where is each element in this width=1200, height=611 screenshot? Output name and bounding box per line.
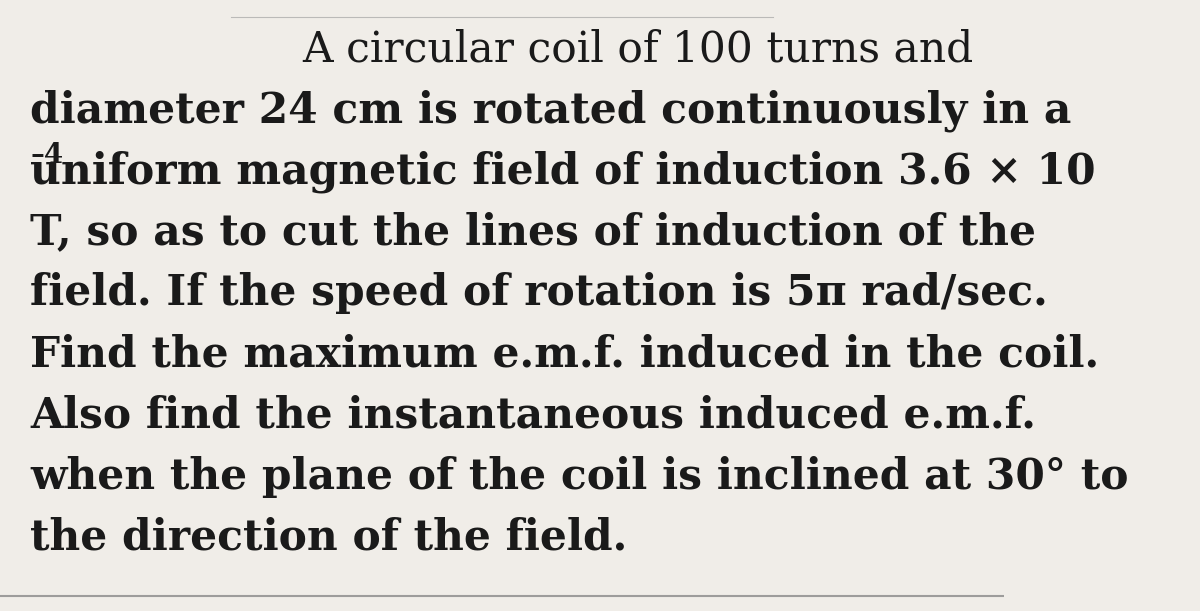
- Text: T, so as to cut the lines of induction of the: T, so as to cut the lines of induction o…: [30, 211, 1036, 254]
- Text: when the plane of the coil is inclined at 30° to: when the plane of the coil is inclined a…: [30, 456, 1129, 498]
- Text: the direction of the field.: the direction of the field.: [30, 517, 628, 559]
- Text: –4: –4: [30, 142, 64, 169]
- Text: uniform magnetic field of induction 3.6 × 10: uniform magnetic field of induction 3.6 …: [30, 150, 1096, 193]
- Text: A circular coil of 100 turns and: A circular coil of 100 turns and: [302, 28, 973, 70]
- Text: Find the maximum e.m.f. induced in the coil.: Find the maximum e.m.f. induced in the c…: [30, 334, 1099, 376]
- Text: Also find the instantaneous induced e.m.f.: Also find the instantaneous induced e.m.…: [30, 395, 1036, 437]
- Text: diameter 24 cm is rotated continuously in a: diameter 24 cm is rotated continuously i…: [30, 89, 1072, 132]
- Text: field. If the speed of rotation is 5π rad/sec.: field. If the speed of rotation is 5π ra…: [30, 273, 1048, 315]
